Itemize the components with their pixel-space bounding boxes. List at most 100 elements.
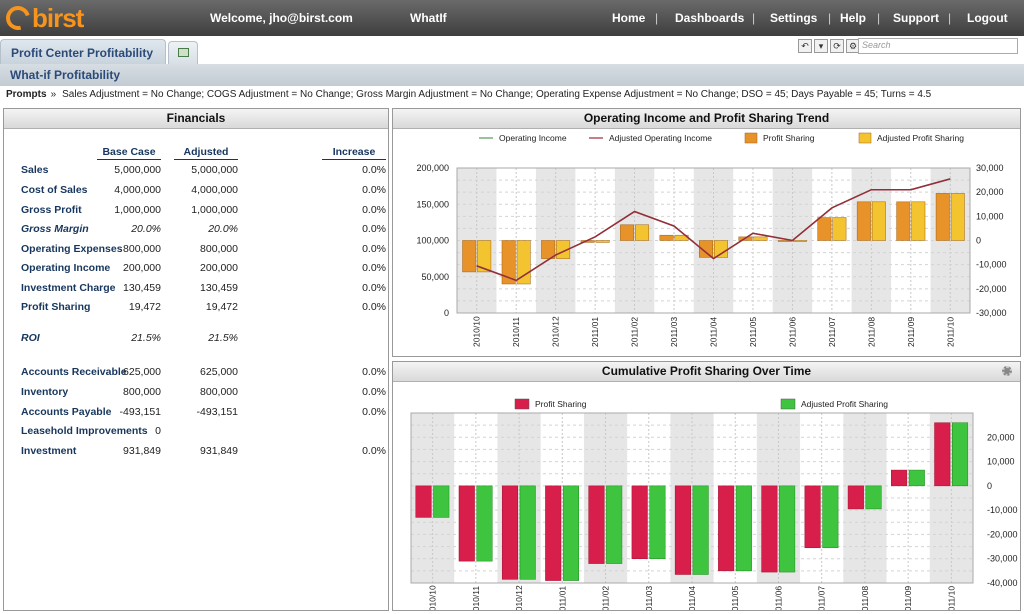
base-case-value: 5,000,000 bbox=[114, 164, 161, 176]
nav-separator: | bbox=[828, 11, 832, 25]
legend-label: Operating Income bbox=[499, 133, 567, 143]
adjusted-value: 1,000,000 bbox=[191, 204, 238, 216]
left-tick-label: 150,000 bbox=[416, 199, 449, 209]
adjusted-profit-sharing-bar bbox=[911, 201, 926, 241]
legend-label: Adjusted Profit Sharing bbox=[801, 399, 888, 409]
gear-icon[interactable] bbox=[1002, 366, 1012, 376]
increase-value: 0.0% bbox=[362, 184, 386, 196]
tab-profit-center-profitability[interactable]: Profit Center Profitability bbox=[0, 39, 166, 64]
prompts-label[interactable]: Prompts bbox=[6, 89, 47, 100]
adjusted-profit-sharing-bar bbox=[635, 224, 650, 241]
left-tick-label: 0 bbox=[444, 308, 449, 318]
adjusted-value: 800,000 bbox=[200, 386, 238, 398]
nav-support[interactable]: Support bbox=[893, 11, 939, 25]
y-tick-label: -30,000 bbox=[987, 554, 1018, 564]
profit-sharing-bar bbox=[761, 485, 778, 573]
base-case-value: 21.5% bbox=[131, 332, 161, 344]
profit-sharing-bar bbox=[415, 485, 432, 518]
chevron-down-icon[interactable]: ▾ bbox=[814, 39, 828, 53]
base-case-value: 0 bbox=[155, 425, 161, 437]
cumulative-chart: -40,000 -30,000 -20,000 -10,000 0 10,000 20,00… bbox=[410, 398, 1018, 610]
column-header-base-case: Base Case bbox=[97, 146, 161, 160]
profit-sharing-bar bbox=[847, 485, 864, 510]
table-row: Accounts Payable -493,151 -493,151 0.0% bbox=[18, 406, 388, 420]
birst-logo-icon bbox=[1, 1, 35, 35]
row-label: Gross Margin bbox=[21, 223, 89, 235]
adjusted-profit-sharing-bar bbox=[595, 240, 610, 243]
search-input[interactable]: Search bbox=[858, 38, 1018, 54]
increase-value: 0.0% bbox=[362, 406, 386, 418]
base-case-value: 625,000 bbox=[123, 366, 161, 378]
adjusted-profit-sharing-bar bbox=[556, 240, 571, 259]
adjusted-value: 19,472 bbox=[205, 301, 238, 313]
nav-help[interactable]: Help bbox=[840, 11, 867, 25]
profit-sharing-bar bbox=[541, 240, 556, 259]
increase-value: 0.0% bbox=[362, 243, 386, 255]
x-tick-label: 2011/06 bbox=[773, 586, 783, 610]
table-row: Inventory 800,000 800,000 0.0% bbox=[18, 386, 388, 400]
welcome-text: Welcome, jho@birst.com bbox=[210, 11, 353, 25]
increase-value: 0.0% bbox=[362, 204, 386, 216]
x-tick-label: 2011/06 bbox=[787, 317, 797, 347]
row-label: Accounts Receivable bbox=[21, 366, 127, 378]
x-tick-label: 2011/10 bbox=[946, 586, 956, 610]
adjusted-value: 4,000,000 bbox=[191, 184, 238, 196]
adjusted-profit-sharing-bar bbox=[606, 485, 623, 564]
increase-value: 0.0% bbox=[362, 301, 386, 313]
adjusted-profit-sharing-bar bbox=[792, 240, 807, 242]
profit-sharing-bar bbox=[935, 193, 950, 241]
financials-header-row: Base Case Adjusted Increase bbox=[18, 146, 388, 160]
table-row: Investment 931,849 931,849 0.0% bbox=[18, 445, 388, 459]
row-label: Leasehold Improvements bbox=[21, 425, 148, 437]
x-tick-label: 2011/05 bbox=[730, 586, 740, 610]
x-tick-label: 2011/01 bbox=[590, 317, 600, 347]
x-tick-label: 2011/10 bbox=[945, 317, 955, 347]
adjusted-value: 5,000,000 bbox=[191, 164, 238, 176]
nav-separator: | bbox=[877, 11, 881, 25]
profit-sharing-bar bbox=[896, 201, 911, 241]
y-tick-label: 10,000 bbox=[987, 457, 1015, 467]
right-tick-label: 20,000 bbox=[976, 187, 1004, 197]
x-tick-label: 2011/03 bbox=[669, 317, 679, 347]
refresh-icon[interactable]: ⟳ bbox=[830, 39, 844, 53]
adjusted-profit-sharing-bar bbox=[516, 240, 531, 285]
row-label: Operating Expenses bbox=[21, 243, 123, 255]
prompts-summary: Sales Adjustment = No Change; COGS Adjus… bbox=[62, 89, 932, 100]
y-tick-label: 20,000 bbox=[987, 432, 1015, 442]
prompts-toggle-icon[interactable]: » bbox=[50, 89, 57, 100]
undo-icon[interactable]: ↶ bbox=[798, 39, 812, 53]
trend-chart: 0 50,000 100,000 150,000 200,000 -30,000 -20,0… bbox=[416, 132, 1007, 347]
prompts-bar: Prompts» Sales Adjustment = No Change; CO… bbox=[6, 89, 931, 100]
row-label: Sales bbox=[21, 164, 49, 176]
right-tick-label: -10,000 bbox=[976, 260, 1007, 270]
nav-settings[interactable]: Settings bbox=[770, 11, 818, 25]
x-tick-label: 2011/08 bbox=[866, 317, 876, 347]
column-header-increase: Increase bbox=[322, 146, 386, 160]
x-tick-label: 2011/02 bbox=[630, 317, 640, 347]
adjusted-value: 21.5% bbox=[208, 332, 238, 344]
base-case-value: 130,459 bbox=[123, 282, 161, 294]
x-tick-label: 2010/12 bbox=[514, 585, 524, 610]
increase-value: 0.0% bbox=[362, 223, 386, 235]
base-case-value: 800,000 bbox=[123, 386, 161, 398]
adjusted-value: 130,459 bbox=[200, 282, 238, 294]
base-case-value: 1,000,000 bbox=[114, 204, 161, 216]
left-tick-label: 50,000 bbox=[421, 272, 449, 282]
adjusted-profit-sharing-bar bbox=[735, 485, 752, 572]
birst-logo[interactable]: birst bbox=[1, 1, 84, 35]
nav-home[interactable]: Home bbox=[612, 11, 646, 25]
increase-value: 0.0% bbox=[362, 164, 386, 176]
plot-frame bbox=[410, 412, 974, 584]
profit-sharing-bar bbox=[462, 240, 477, 273]
whatif-label: WhatIf bbox=[410, 11, 447, 25]
adjusted-profit-sharing-bar bbox=[950, 193, 965, 241]
adjusted-value: 200,000 bbox=[200, 262, 238, 274]
financials-title: Financials bbox=[4, 109, 388, 129]
tab-add-page[interactable] bbox=[168, 41, 198, 64]
nav-logout[interactable]: Logout bbox=[967, 11, 1008, 25]
legend-label: Profit Sharing bbox=[763, 133, 815, 143]
adjusted-profit-sharing-bar bbox=[951, 422, 969, 487]
nav-dashboards[interactable]: Dashboards bbox=[675, 11, 745, 25]
table-row: Cost of Sales 4,000,000 4,000,000 0.0% bbox=[18, 184, 388, 198]
x-tick-label: 2011/07 bbox=[827, 317, 837, 347]
